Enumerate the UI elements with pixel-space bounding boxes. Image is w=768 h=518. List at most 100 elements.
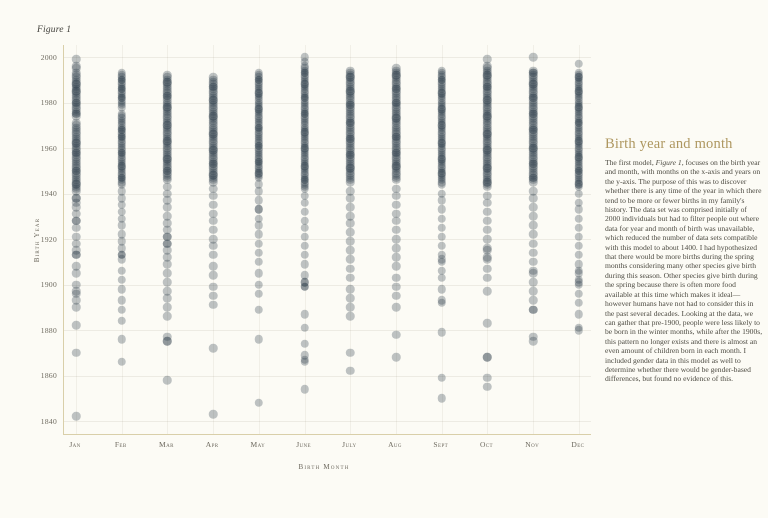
y-gridline — [64, 148, 591, 149]
data-point — [574, 91, 584, 100]
data-point — [574, 105, 584, 114]
data-point — [346, 84, 355, 94]
data-point — [71, 150, 81, 160]
data-point — [71, 136, 81, 146]
data-point — [300, 66, 309, 75]
data-point — [437, 121, 446, 130]
data-point — [391, 70, 401, 80]
data-point — [208, 84, 218, 94]
data-point — [117, 305, 126, 314]
data-point — [208, 77, 218, 87]
data-point — [300, 168, 309, 178]
data-point — [437, 123, 446, 132]
data-point — [346, 93, 355, 103]
data-point — [391, 184, 401, 194]
data-point — [163, 143, 172, 153]
data-point — [483, 80, 492, 89]
data-point — [346, 75, 355, 84]
data-point — [117, 166, 126, 175]
data-point — [574, 139, 584, 148]
data-point — [483, 91, 492, 100]
data-point — [528, 175, 538, 185]
data-point — [528, 202, 538, 212]
x-tick-label: Jan — [69, 440, 81, 449]
data-point — [574, 84, 584, 94]
data-point — [574, 146, 584, 155]
data-point — [346, 366, 355, 376]
data-point — [483, 111, 492, 121]
data-point — [71, 164, 81, 173]
data-point — [437, 111, 446, 121]
data-point — [208, 225, 218, 235]
data-point — [346, 146, 355, 155]
data-point — [300, 277, 309, 287]
data-point — [254, 100, 264, 110]
data-point — [346, 155, 355, 164]
data-point — [346, 134, 355, 144]
data-point — [483, 173, 492, 182]
data-point — [574, 180, 584, 189]
data-point — [163, 127, 172, 137]
data-point — [437, 373, 446, 383]
data-point — [528, 150, 538, 160]
data-point — [437, 109, 446, 119]
panel-heading: Birth year and month — [605, 136, 733, 152]
data-point — [437, 152, 446, 162]
data-point — [254, 146, 264, 155]
data-point — [208, 146, 218, 155]
data-point — [483, 89, 492, 98]
data-point — [71, 155, 81, 164]
data-point — [163, 312, 172, 321]
data-point — [346, 73, 355, 82]
data-point — [208, 75, 218, 84]
data-point — [391, 132, 401, 141]
data-point — [71, 198, 81, 207]
data-point — [574, 102, 584, 112]
data-point — [71, 289, 81, 298]
data-point — [117, 75, 126, 84]
data-point — [437, 157, 446, 166]
data-point — [574, 166, 584, 175]
data-point — [71, 98, 81, 107]
data-point — [483, 198, 492, 207]
data-point — [163, 77, 172, 87]
data-point — [117, 84, 126, 94]
y-tick-label: 1940 — [40, 189, 57, 198]
data-point — [391, 175, 401, 185]
data-point — [117, 316, 126, 326]
data-point — [254, 125, 264, 135]
data-point — [391, 70, 401, 80]
data-point — [391, 75, 401, 84]
data-point — [163, 114, 172, 123]
data-point — [254, 105, 264, 114]
data-point — [117, 237, 126, 246]
data-point — [437, 132, 446, 141]
data-point — [346, 175, 355, 185]
data-point — [483, 116, 492, 125]
data-point — [163, 73, 172, 82]
data-point — [574, 73, 584, 82]
data-point — [528, 155, 538, 164]
data-point — [483, 353, 492, 362]
data-point — [346, 186, 355, 196]
data-point — [437, 250, 446, 260]
data-point — [574, 323, 584, 332]
data-point — [254, 107, 264, 116]
data-point — [437, 66, 446, 75]
data-point — [300, 150, 309, 160]
data-point — [71, 75, 81, 84]
data-point — [208, 127, 218, 137]
data-point — [437, 134, 446, 144]
data-point — [163, 130, 172, 139]
data-point — [300, 111, 309, 121]
data-point — [574, 121, 584, 130]
data-point — [300, 271, 309, 280]
data-point — [483, 93, 492, 103]
data-point — [346, 70, 355, 80]
data-point — [391, 109, 401, 119]
data-point — [254, 157, 264, 166]
data-point — [391, 102, 401, 112]
data-point — [574, 93, 584, 103]
data-point — [71, 86, 81, 96]
data-point — [163, 239, 172, 248]
